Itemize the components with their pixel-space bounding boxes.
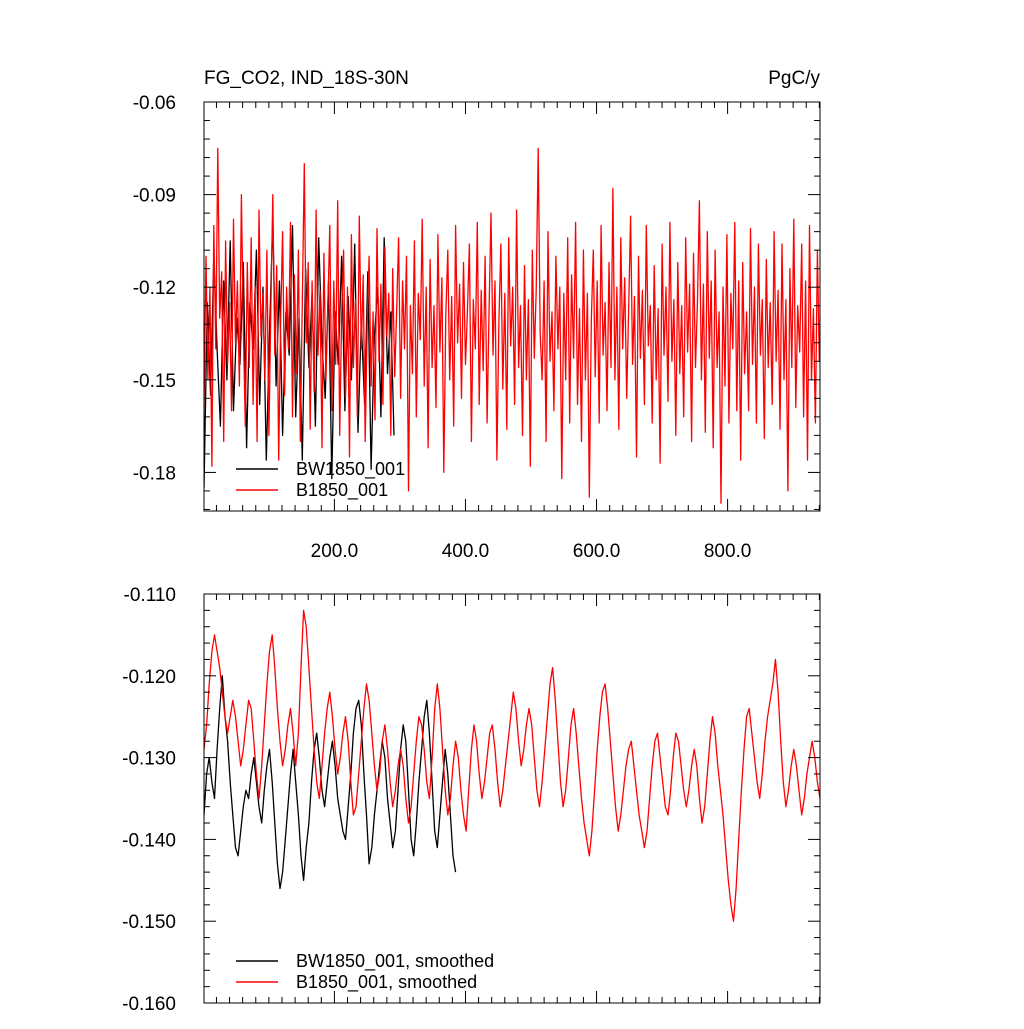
top-chart-units: PgC/y: [768, 68, 820, 89]
top-chart-title: FG_CO2, IND_18S-30N: [204, 68, 409, 89]
plot-frame-0: [203, 101, 821, 512]
y-tick-label-0-3: -0.15: [133, 371, 176, 392]
y-tick-label-1-4: -0.150: [122, 912, 176, 933]
plot-frame-1: [203, 593, 821, 1004]
y-tick-label-0-4: -0.18: [133, 463, 176, 484]
legend-label-0-1: B1850_001: [296, 480, 388, 501]
y-tick-label-0-1: -0.09: [133, 186, 176, 207]
series-line-1-0: [204, 675, 457, 890]
y-tick-label-1-0: -0.110: [124, 585, 176, 606]
y-tick-label-1-1: -0.120: [122, 667, 176, 688]
bottom-chart-panel: -0.110 -0.120 -0.130 -0.140 -0.150 -0.160 BW18…: [122, 585, 821, 1015]
y-tick-label-0-0: -0.06: [133, 93, 176, 114]
y-tick-label-0-2: -0.12: [133, 278, 176, 299]
y-tick-label-1-3: -0.140: [122, 830, 176, 851]
x-tick-label-0-2: 600.0: [573, 541, 621, 562]
series-line-1-1: [204, 609, 820, 922]
y-tick-label-1-5: -0.160: [122, 994, 176, 1015]
x-tick-label-0-0: 200.0: [311, 541, 359, 562]
legend-label-1-1: B1850_001, smoothed: [296, 972, 477, 993]
series-line-0-1: [204, 147, 820, 504]
legend-label-1-0: BW1850_001, smoothed: [296, 951, 494, 972]
x-tick-label-0-3: 800.0: [704, 541, 752, 562]
top-chart-panel: -0.06 -0.09 -0.12 -0.15 -0.18 200.0 400.0 600.0…: [133, 93, 821, 562]
x-tick-label-0-1: 400.0: [442, 541, 490, 562]
legend-label-0-0: BW1850_001: [296, 459, 405, 480]
y-tick-label-1-2: -0.130: [122, 749, 176, 770]
